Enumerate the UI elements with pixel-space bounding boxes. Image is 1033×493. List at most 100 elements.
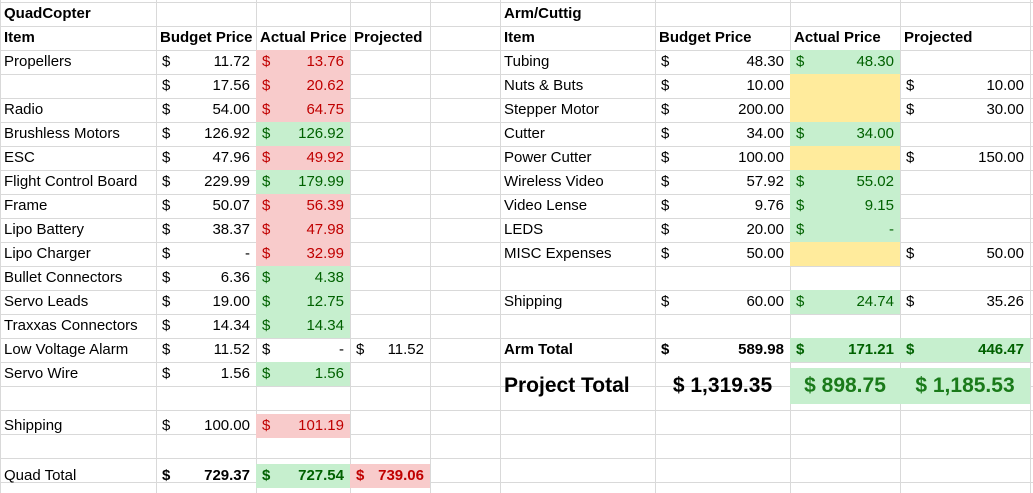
project-total-actual[interactable]: $ 898.75 xyxy=(790,368,900,404)
budget-cell[interactable]: $1.56 xyxy=(156,362,256,386)
header-actual[interactable]: Actual Price xyxy=(790,26,900,50)
quad-title[interactable]: QuadCopter xyxy=(0,2,156,26)
actual-cell[interactable] xyxy=(790,146,900,170)
actual-cell[interactable]: $126.92 xyxy=(256,122,350,146)
budget-cell[interactable]: $38.37 xyxy=(156,218,256,242)
actual-cell[interactable]: $9.15 xyxy=(790,194,900,218)
item-cell[interactable]: Shipping xyxy=(500,290,655,314)
budget-cell[interactable]: $17.56 xyxy=(156,74,256,98)
item-cell[interactable]: Frame xyxy=(0,194,156,218)
projected-cell[interactable]: $10.00 xyxy=(900,74,1030,98)
actual-cell[interactable]: $48.30 xyxy=(790,50,900,74)
project-total-budget[interactable]: $ 1,319.35 xyxy=(655,368,790,404)
actual-cell[interactable] xyxy=(790,98,900,122)
project-total-projected[interactable]: $ 1,185.53 xyxy=(900,368,1030,404)
item-cell[interactable]: Brushless Motors xyxy=(0,122,156,146)
actual-cell[interactable]: $12.75 xyxy=(256,290,350,314)
budget-cell[interactable]: $9.76 xyxy=(655,194,790,218)
actual-cell[interactable]: $101.19 xyxy=(256,414,350,438)
budget-cell[interactable]: $589.98 xyxy=(655,338,790,362)
budget-cell[interactable]: $60.00 xyxy=(655,290,790,314)
item-cell[interactable]: Servo Leads xyxy=(0,290,156,314)
project-total-label[interactable]: Project Total xyxy=(500,368,655,404)
actual-cell[interactable]: $24.74 xyxy=(790,290,900,314)
actual-cell[interactable]: $171.21 xyxy=(790,338,900,362)
projected-cell[interactable]: $11.52 xyxy=(350,338,430,362)
projected-cell[interactable]: $30.00 xyxy=(900,98,1030,122)
item-cell[interactable]: Bullet Connectors xyxy=(0,266,156,290)
budget-cell[interactable]: $729.37 xyxy=(156,464,256,488)
actual-cell[interactable]: $727.54 xyxy=(256,464,350,488)
header-budget[interactable]: Budget Price xyxy=(156,26,256,50)
header-budget[interactable]: Budget Price xyxy=(655,26,790,50)
actual-cell[interactable] xyxy=(790,74,900,98)
item-cell[interactable]: ESC xyxy=(0,146,156,170)
budget-cell[interactable]: $19.00 xyxy=(156,290,256,314)
item-cell[interactable]: Shipping xyxy=(0,414,156,438)
arm-total-label[interactable]: Arm Total xyxy=(500,338,655,362)
budget-cell[interactable]: $100.00 xyxy=(156,414,256,438)
budget-cell[interactable]: $6.36 xyxy=(156,266,256,290)
item-cell[interactable]: Servo Wire xyxy=(0,362,156,386)
budget-cell[interactable]: $11.72 xyxy=(156,50,256,74)
item-cell[interactable]: Tubing xyxy=(500,50,655,74)
budget-cell[interactable]: $48.30 xyxy=(655,50,790,74)
budget-cell[interactable]: $47.96 xyxy=(156,146,256,170)
item-cell[interactable]: Lipo Charger xyxy=(0,242,156,266)
actual-cell[interactable]: $47.98 xyxy=(256,218,350,242)
actual-cell[interactable]: $ - xyxy=(256,338,350,362)
projected-cell[interactable]: $50.00 xyxy=(900,242,1030,266)
actual-cell[interactable]: $56.39 xyxy=(256,194,350,218)
item-cell[interactable]: Cutter xyxy=(500,122,655,146)
item-cell[interactable]: Low Voltage Alarm xyxy=(0,338,156,362)
arm-title[interactable]: Arm/Cuttig xyxy=(500,2,655,26)
item-cell[interactable]: MISC Expenses xyxy=(500,242,655,266)
header-projected[interactable]: Projected xyxy=(900,26,1030,50)
actual-cell[interactable] xyxy=(790,242,900,266)
header-item[interactable]: Item xyxy=(500,26,655,50)
budget-cell[interactable]: $126.92 xyxy=(156,122,256,146)
actual-cell[interactable]: $64.75 xyxy=(256,98,350,122)
item-cell[interactable]: Lipo Battеry xyxy=(0,218,156,242)
actual-cell[interactable]: $4.38 xyxy=(256,266,350,290)
budget-cell[interactable]: $34.00 xyxy=(655,122,790,146)
projected-cell[interactable]: $150.00 xyxy=(900,146,1030,170)
actual-cell[interactable]: $13.76 xyxy=(256,50,350,74)
projected-cell[interactable]: $446.47 xyxy=(900,338,1030,362)
actual-cell[interactable]: $1.56 xyxy=(256,362,350,386)
budget-cell[interactable]: $11.52 xyxy=(156,338,256,362)
item-cell[interactable] xyxy=(0,74,156,98)
actual-cell[interactable]: $179.99 xyxy=(256,170,350,194)
item-cell[interactable]: Propellers xyxy=(0,50,156,74)
item-cell[interactable]: Wireless Video xyxy=(500,170,655,194)
item-cell[interactable]: Radio xyxy=(0,98,156,122)
actual-cell[interactable]: $49.92 xyxy=(256,146,350,170)
budget-cell[interactable]: $100.00 xyxy=(655,146,790,170)
actual-cell[interactable]: $20.62 xyxy=(256,74,350,98)
budget-cell[interactable]: $ - xyxy=(156,242,256,266)
header-actual[interactable]: Actual Price xyxy=(256,26,350,50)
actual-cell[interactable]: $34.00 xyxy=(790,122,900,146)
budget-cell[interactable]: $229.99 xyxy=(156,170,256,194)
budget-cell[interactable]: $50.00 xyxy=(655,242,790,266)
actual-cell[interactable]: $32.99 xyxy=(256,242,350,266)
budget-cell[interactable]: $54.00 xyxy=(156,98,256,122)
budget-cell[interactable]: $50.07 xyxy=(156,194,256,218)
actual-cell[interactable]: $55.02 xyxy=(790,170,900,194)
actual-cell[interactable]: $14.34 xyxy=(256,314,350,338)
header-item[interactable]: Item xyxy=(0,26,156,50)
item-cell[interactable]: Stepper Motor xyxy=(500,98,655,122)
item-cell[interactable]: Power Cutter xyxy=(500,146,655,170)
header-projected[interactable]: Projected xyxy=(350,26,430,50)
item-cell[interactable]: Flight Control Board xyxy=(0,170,156,194)
budget-cell[interactable]: $200.00 xyxy=(655,98,790,122)
budget-cell[interactable]: $20.00 xyxy=(655,218,790,242)
item-cell[interactable]: Video Lense xyxy=(500,194,655,218)
projected-cell[interactable]: $35.26 xyxy=(900,290,1030,314)
actual-cell[interactable]: $ - xyxy=(790,218,900,242)
budget-cell[interactable]: $14.34 xyxy=(156,314,256,338)
projected-cell[interactable]: $739.06 xyxy=(350,464,430,488)
budget-cell[interactable]: $57.92 xyxy=(655,170,790,194)
item-cell[interactable]: Nuts & Buts xyxy=(500,74,655,98)
item-cell[interactable]: LEDS xyxy=(500,218,655,242)
